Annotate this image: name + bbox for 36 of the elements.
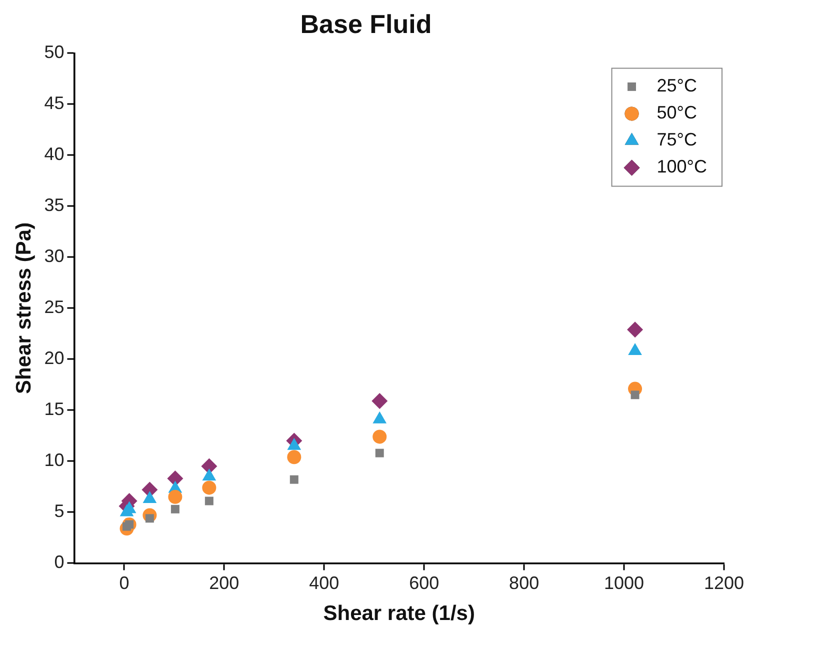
x-tick-label: 0	[119, 572, 130, 593]
y-tick-label: 40	[44, 144, 64, 164]
point	[204, 496, 214, 506]
point	[202, 480, 216, 495]
point	[290, 475, 298, 484]
y-tick-label: 35	[44, 195, 64, 216]
y-tick-label: 45	[44, 93, 64, 114]
y-tick-label: 30	[44, 246, 64, 266]
point	[168, 490, 182, 504]
x-tick-label: 1200	[704, 572, 744, 593]
y-axis-title: Shear stress (Pa)	[12, 222, 36, 394]
x-tick-label: 800	[509, 572, 540, 593]
point	[627, 322, 644, 338]
y-tick-label: 25	[44, 297, 64, 318]
point	[170, 504, 180, 514]
point	[375, 448, 384, 458]
y-tick-label: 10	[44, 450, 64, 470]
x-tick-label: 600	[409, 572, 440, 593]
y-tick-label: 0	[54, 552, 64, 572]
x-tick-label: 200	[209, 572, 240, 593]
point	[630, 390, 640, 400]
y-tick-label: 50	[44, 42, 64, 62]
x-tick-label: 400	[309, 572, 340, 593]
y-tick-label: 5	[54, 501, 64, 522]
x-axis-title: Shear rate (1/s)	[323, 602, 475, 626]
legend-label: 50°C	[656, 102, 697, 123]
y-tick-label: 15	[44, 399, 64, 420]
legend-label: 25°C	[656, 76, 697, 96]
legend-label: 100°C	[656, 156, 708, 177]
y-tick-label: 20	[44, 348, 64, 368]
x-tick-label: 1000	[604, 572, 644, 593]
point	[372, 430, 387, 444]
legend-label: 75°C	[656, 130, 697, 150]
chart-title: Base Fluid	[300, 8, 432, 39]
point	[372, 393, 388, 410]
point	[287, 450, 302, 464]
